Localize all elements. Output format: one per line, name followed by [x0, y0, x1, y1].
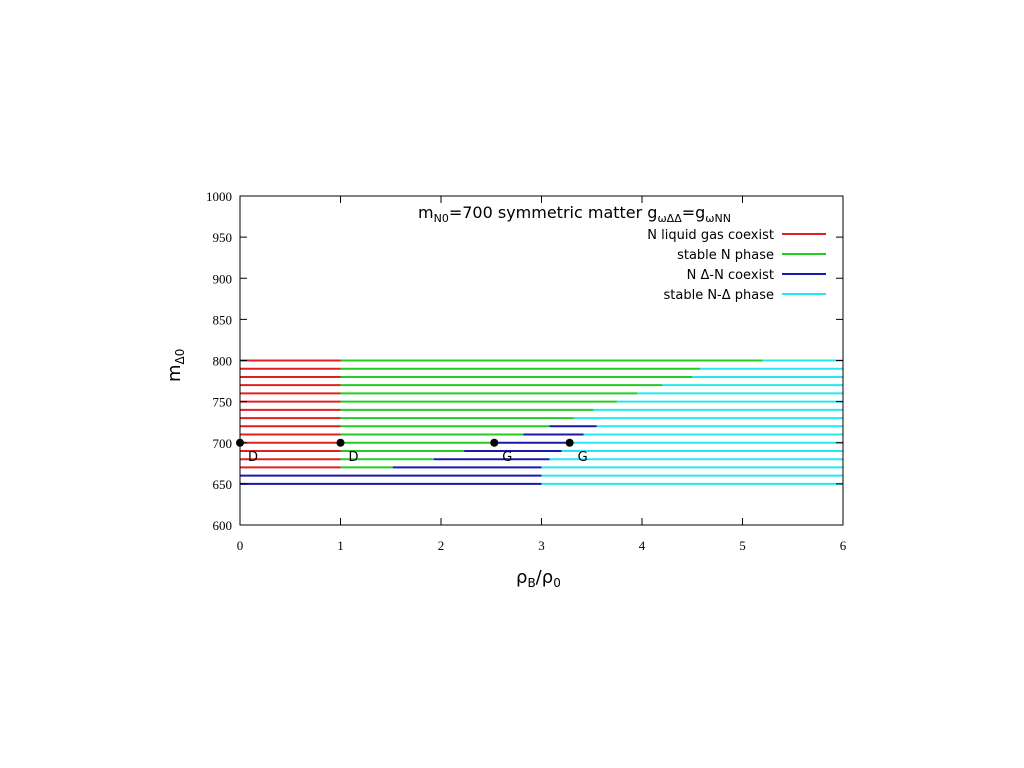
series-0 [240, 359, 341, 469]
axes [239, 195, 844, 526]
y-tick-label: 750 [213, 395, 233, 410]
x-tick-label: 4 [639, 538, 646, 553]
x-tick-label: 1 [337, 538, 344, 553]
marked-point [236, 438, 244, 447]
legend-label: stable N phase [677, 248, 774, 263]
legend-label: stable N-Δ phase [664, 288, 775, 303]
series-3 [541, 359, 843, 485]
series-2 [240, 425, 597, 485]
x-axis-label: ρB/ρ0 [516, 567, 561, 590]
y-tick-label: 900 [213, 271, 233, 286]
x-tick-label: 6 [840, 538, 847, 553]
y-tick-label: 1000 [206, 189, 232, 204]
chart-title: mN0=700 symmetric matter gωΔΔ=gωNN [418, 203, 731, 225]
plot-area [240, 359, 843, 485]
legend: N liquid gas coexist stable N phase N Δ-N … [647, 228, 826, 303]
y-tick-label: 850 [213, 312, 233, 327]
y-tick-label: 650 [213, 477, 233, 492]
marked-point [490, 438, 499, 447]
y-axis-label: mΔ0 [164, 349, 187, 382]
legend-label: N liquid gas coexist [647, 228, 774, 243]
x-tick-label: 5 [739, 538, 746, 553]
point-label: D [248, 450, 258, 465]
y-tick-label: 600 [213, 518, 233, 533]
x-tick-label: 0 [237, 538, 244, 553]
legend-label: N Δ-N coexist [687, 268, 774, 283]
point-label: D [349, 450, 359, 465]
series-1 [340, 359, 763, 469]
x-tick-label: 3 [538, 538, 545, 553]
marked-point [336, 438, 345, 447]
y-tick-label: 700 [213, 436, 233, 451]
tick-labels: 0 1 2 3 4 5 6 600 650 700 750 800 850 900 950 1000 [206, 189, 847, 553]
point-label: G [578, 450, 588, 465]
marked-point [565, 438, 574, 447]
y-tick-label: 950 [213, 230, 233, 245]
point-label: G [502, 450, 512, 465]
y-tick-label: 800 [213, 354, 233, 369]
x-tick-label: 2 [438, 538, 445, 553]
